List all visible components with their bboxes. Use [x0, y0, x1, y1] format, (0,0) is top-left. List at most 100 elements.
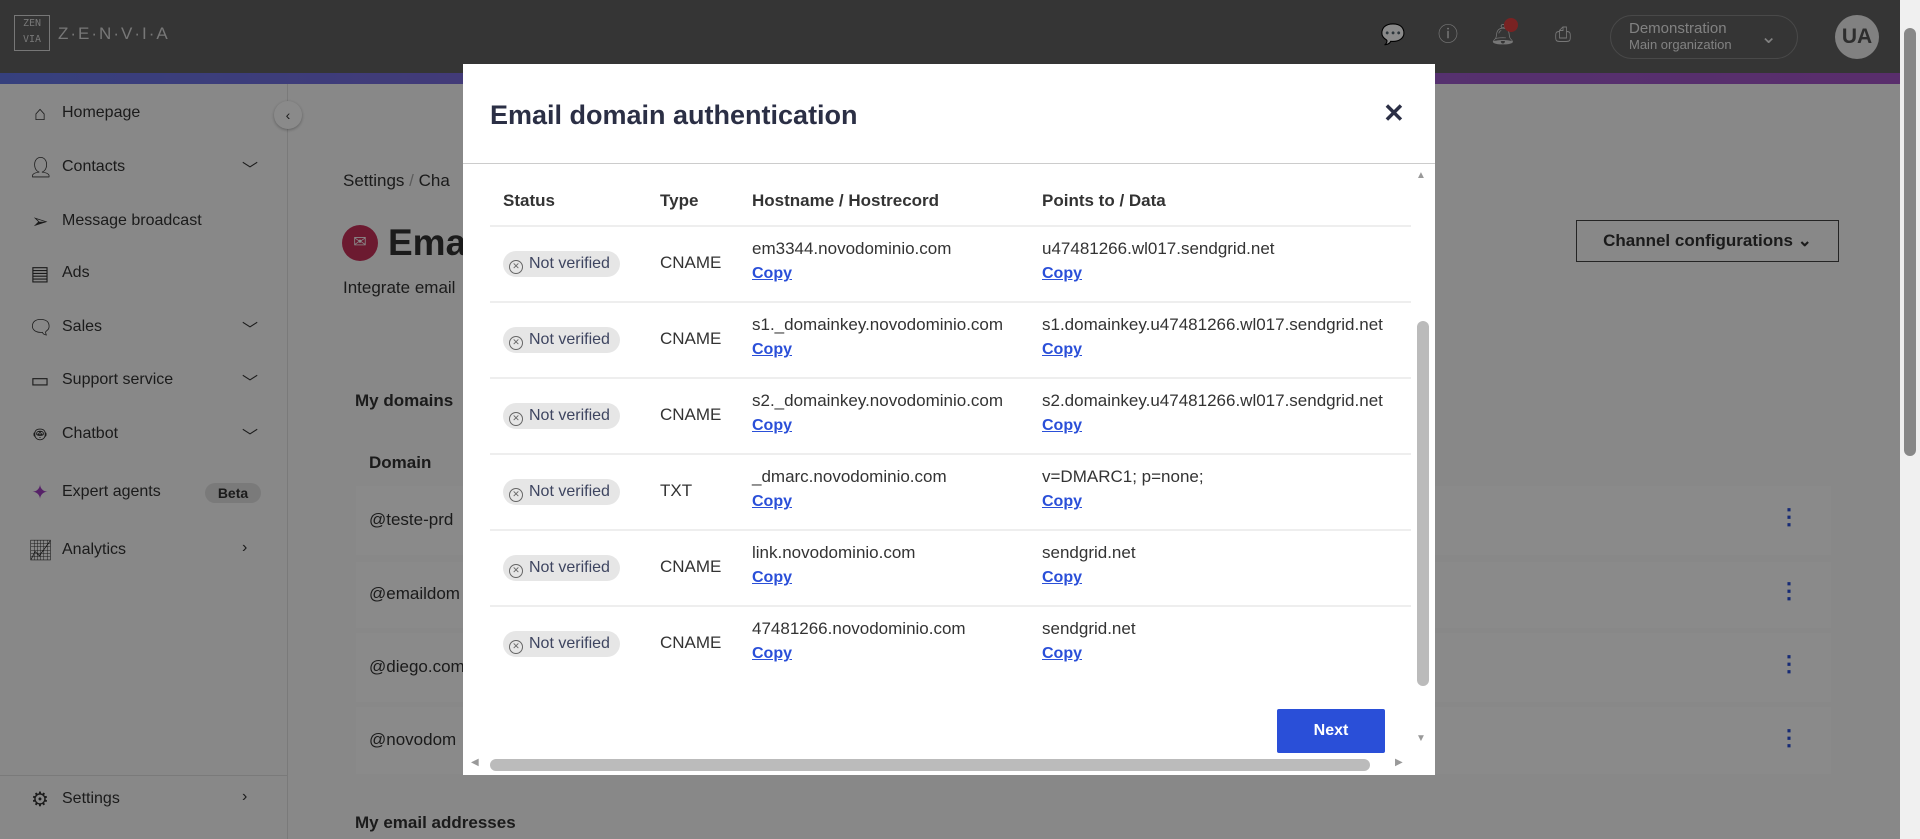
record-hostname: 47481266.novodominio.com [752, 619, 966, 638]
copy-hostname-link[interactable]: Copy [752, 569, 792, 586]
email-icon: ✉ [342, 225, 378, 261]
breadcrumb-separator: / [409, 171, 414, 190]
sidebar-item-settings[interactable]: ⚙ Settings › [0, 780, 288, 820]
sidebar-item-label: Analytics [62, 541, 127, 558]
copy-data-link[interactable]: Copy [1042, 569, 1082, 586]
close-icon[interactable]: ✕ [1383, 98, 1405, 128]
copy-data-link[interactable]: Copy [1042, 341, 1082, 358]
page-scrollbar[interactable] [1900, 0, 1920, 839]
sidebar-item-label: Contacts [62, 158, 126, 175]
channel-configurations-button[interactable]: Channel configurations ⌄ [1576, 220, 1839, 262]
sidebar-item-contacts[interactable]: 👤︎ Contacts ﹀ [0, 148, 288, 188]
chart-icon: 📈︎ [28, 540, 54, 562]
copy-hostname-link[interactable]: Copy [752, 493, 792, 510]
record-data: s1.domainkey.u47481266.wl017.sendgrid.ne… [1042, 315, 1383, 334]
copy-hostname-link[interactable]: Copy [752, 265, 792, 282]
record-type: CNAME [660, 253, 722, 272]
record-type: CNAME [660, 329, 722, 348]
status-badge: ✕ Not verified [503, 631, 620, 657]
beta-badge: Beta [205, 483, 261, 503]
status-badge: ✕ Not verified [503, 555, 620, 581]
sidebar-item-label: Message broadcast [62, 212, 202, 229]
chat-help-icon[interactable]: 💬 [1380, 24, 1406, 46]
robot-icon: 🤖︎ [34, 424, 46, 446]
kebab-menu-icon[interactable]: ⋮ [1778, 504, 1800, 529]
record-type: CNAME [660, 557, 722, 576]
my-email-addresses-heading: My email addresses [355, 813, 516, 832]
modal-title: Email domain authentication [490, 100, 858, 130]
printer-icon[interactable]: ⎙ [1555, 24, 1571, 46]
page-title: Emai [388, 222, 477, 263]
scroll-down-arrow[interactable]: ▼ [1416, 733, 1426, 744]
chevron-down-icon: ﹀ [242, 375, 259, 392]
sidebar-item-expert-agents[interactable]: ✦ Expert agents [0, 473, 288, 513]
dns-record-row: ✕ Not verified CNAME s1._domainkey.novodo… [490, 301, 1415, 377]
x-circle-icon: ✕ [509, 564, 523, 578]
next-button[interactable]: Next [1277, 709, 1385, 753]
top-bar [0, 0, 1900, 73]
sidebar-item-label: Homepage [62, 104, 141, 121]
sidebar-item-support-service[interactable]: ▭ Support service ﹀ [0, 361, 288, 401]
status-badge: ✕ Not verified [503, 403, 620, 429]
record-hostname: s2._domainkey.novodominio.com [752, 391, 1004, 410]
kebab-menu-icon[interactable]: ⋮ [1778, 651, 1800, 676]
scroll-right-arrow[interactable]: ▶ [1395, 757, 1403, 768]
modal-vertical-scrollbar-thumb[interactable] [1417, 321, 1429, 686]
sidebar-item-ads[interactable]: ▤ Ads [0, 254, 288, 294]
record-data: u47481266.wl017.sendgrid.net [1042, 239, 1275, 258]
sidebar-item-homepage[interactable]: ⌂ Homepage [0, 94, 288, 134]
sidebar-item-message-broadcast[interactable]: ➢ Message broadcast [0, 202, 288, 242]
dns-record-row: ✕ Not verified CNAME link.novodominio.com… [490, 529, 1415, 605]
page-scrollbar-thumb[interactable] [1904, 28, 1916, 456]
send-icon: ➢ [31, 211, 49, 233]
dns-record-row: ✕ Not verified CNAME s2._domainkey.novodo… [490, 377, 1415, 453]
copy-hostname-link[interactable]: Copy [752, 341, 792, 358]
dns-record-row: ✕ Not verified CNAME em3344.novodominio.c… [490, 225, 1415, 301]
domain-column-header: Domain [369, 453, 432, 472]
breadcrumb-channels[interactable]: Cha [418, 171, 450, 190]
collapse-sidebar-button[interactable]: ‹ [274, 101, 302, 129]
chevron-down-icon: ﹀ [242, 429, 259, 446]
user-icon: 👤︎ [28, 157, 54, 179]
sidebar-item-sales[interactable]: 🗨︎ Sales ﹀ [0, 308, 288, 348]
x-circle-icon: ✕ [509, 640, 523, 654]
organization-selector[interactable]: Demonstration Main organization ⌄ [1610, 15, 1798, 59]
chevron-right-icon: › [242, 788, 248, 805]
copy-hostname-link[interactable]: Copy [752, 645, 792, 662]
avatar[interactable]: UA [1835, 15, 1879, 59]
help-icon[interactable]: ⓘ [1438, 24, 1458, 46]
modal-horizontal-scrollbar-thumb[interactable] [490, 759, 1370, 771]
breadcrumb-settings[interactable]: Settings [343, 171, 405, 190]
copy-data-link[interactable]: Copy [1042, 265, 1082, 282]
org-name: Demonstration [1629, 20, 1727, 37]
copy-data-link[interactable]: Copy [1042, 417, 1082, 434]
scroll-left-arrow[interactable]: ◀ [471, 757, 479, 768]
chevron-down-icon: ⌄ [1760, 26, 1777, 48]
kebab-menu-icon[interactable]: ⋮ [1778, 725, 1800, 750]
x-circle-icon: ✕ [509, 412, 523, 426]
copy-data-link[interactable]: Copy [1042, 493, 1082, 510]
copy-data-link[interactable]: Copy [1042, 645, 1082, 662]
chevron-down-icon: ﹀ [242, 322, 259, 339]
scroll-up-arrow[interactable]: ▲ [1416, 170, 1426, 181]
column-header-data: Points to / Data [1042, 191, 1166, 210]
x-circle-icon: ✕ [509, 488, 523, 502]
domain-name: @emaildom [369, 584, 460, 603]
sidebar-item-label: Support service [62, 371, 174, 388]
copy-hostname-link[interactable]: Copy [752, 417, 792, 434]
kebab-menu-icon[interactable]: ⋮ [1778, 578, 1800, 603]
record-hostname: em3344.novodominio.com [752, 239, 952, 258]
modal-divider [463, 163, 1435, 164]
breadcrumb: Settings / Cha [343, 171, 450, 191]
brand-name: Z·E·N·V·I·A [58, 24, 170, 43]
sidebar-item-analytics[interactable]: 📈︎ Analytics › [0, 531, 288, 571]
sidebar-item-chatbot[interactable]: 🤖︎ Chatbot ﹀ [0, 415, 288, 455]
email-domain-auth-modal: Email domain authentication ✕ Status Typ… [463, 64, 1435, 775]
status-badge: ✕ Not verified [503, 479, 620, 505]
sparkle-icon: ✦ [31, 482, 49, 504]
zenvia-logo[interactable]: ZEN VIA [14, 15, 50, 51]
sidebar [0, 84, 288, 839]
record-data: v=DMARC1; p=none; [1042, 467, 1204, 486]
home-icon: ⌂ [33, 103, 47, 125]
record-hostname: _dmarc.novodominio.com [752, 467, 947, 486]
